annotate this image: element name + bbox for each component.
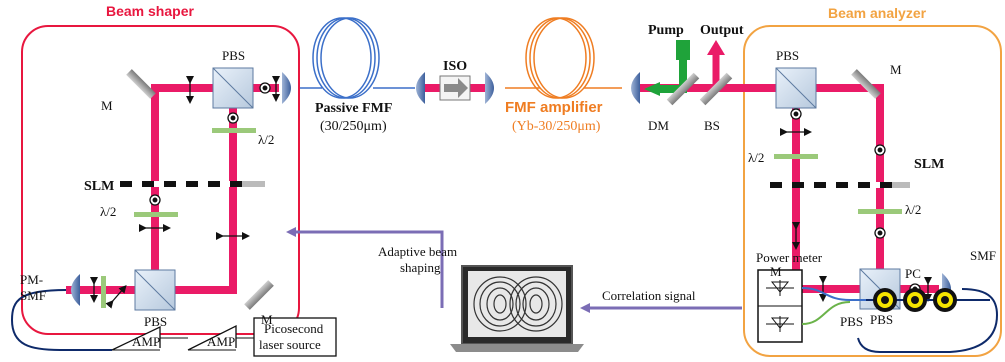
label-slm-shaper: SLM [84,179,114,194]
label-amp-1: AMP [132,334,160,349]
lens-amp-out [631,72,640,104]
laser-source-box [253,317,337,357]
label-adaptive-line2: shaping [400,260,441,275]
iso-component [439,75,471,101]
label-halfwave-shaper-right: λ/2 [258,132,274,147]
label-pump: Pump [648,23,684,38]
polarization-marks-shaper [90,76,280,309]
label-amp-2: AMP [207,334,235,349]
lens-iso-in [416,72,425,104]
beam-analyzer-title: Beam analyzer [828,5,927,21]
fmf-amplifier-coil [525,17,595,99]
lens-shaper-out [282,72,291,104]
adaptive-shaping-arrow [286,227,444,308]
label-power-meter: Power meter [756,250,823,265]
lens-iso-out [485,72,494,104]
slm-analyzer [770,182,910,188]
label-bs: BS [704,118,720,133]
label-pbs-analyzer-bottom: PBS [870,312,893,327]
pbs-analyzer-top [775,67,817,109]
label-pbs-shaper-bottom: PBS [144,314,167,329]
mirror-shaper-top [126,69,156,99]
label-halfwave-shaper-left: λ/2 [100,204,116,219]
beam-shaper-title: Beam shaper [106,3,194,19]
amp-chain [111,324,254,351]
detector-fiber-green [801,301,851,325]
slm-shaper [120,181,265,187]
label-pbs-analyzer-top: PBS [776,48,799,63]
waveplate-analyzer-right [858,209,902,214]
label-passive-fmf: Passive FMF [315,101,392,116]
waveplate-analyzer-left [774,154,818,159]
waveplate-shaper-left [134,212,178,217]
label-m-analyzer-bottom: M [770,264,782,279]
label-slm-analyzer: SLM [914,157,944,172]
lens-shaper-in [71,274,80,306]
pm-smf-fiber [10,289,112,351]
mirror-analyzer-top [851,69,881,99]
label-dm: DM [648,118,669,133]
waveplate-shaper-right [212,128,256,133]
pbs-shaper-bottom [134,269,176,311]
mirror-shaper-bottom [244,280,274,310]
beam-analyzer-box [743,25,1002,357]
label-smf-right: SMF [970,248,996,263]
detector-fiber-blue [801,287,866,301]
label-output: Output [700,23,744,38]
label-halfwave-analyzer-right: λ/2 [905,202,921,217]
label-correlation: Correlation signal [602,288,696,303]
laptop [450,265,584,352]
polarization-controller [873,288,957,312]
label-iso: ISO [443,59,467,74]
label-pbs-detector: PBS [840,314,863,329]
label-m-shaper-bottom: M [261,312,273,327]
label-fmf-amplifier-spec: (Yb-30/250μm) [512,119,601,134]
label-pm-smf-line1: PM- [20,272,43,287]
power-meter [757,269,803,343]
label-m-shaper-top: M [101,98,113,113]
label-pbs-shaper-top: PBS [222,48,245,63]
label-fmf-amplifier: FMF amplifier [505,99,603,116]
label-pm-smf-line2: SMF [20,288,46,303]
beam-splitter [699,72,733,106]
output-arrow-head [707,40,725,55]
label-pc: PC [905,266,921,281]
label-halfwave-analyzer-left: λ/2 [748,150,764,165]
label-adaptive-line1: Adaptive beam [378,244,457,259]
label-laser-line2: laser source [259,337,321,352]
label-passive-fmf-spec: (30/250μm) [320,119,387,134]
dichroic-mirror [666,72,700,106]
label-laser-line1: Picosecond [264,321,324,336]
waveplate-shaper-vertical [101,276,106,308]
passive-fmf-coil [312,17,380,99]
smf-fiber [857,288,999,353]
pbs-shaper-top [212,67,254,109]
label-m-analyzer-top: M [890,62,902,77]
